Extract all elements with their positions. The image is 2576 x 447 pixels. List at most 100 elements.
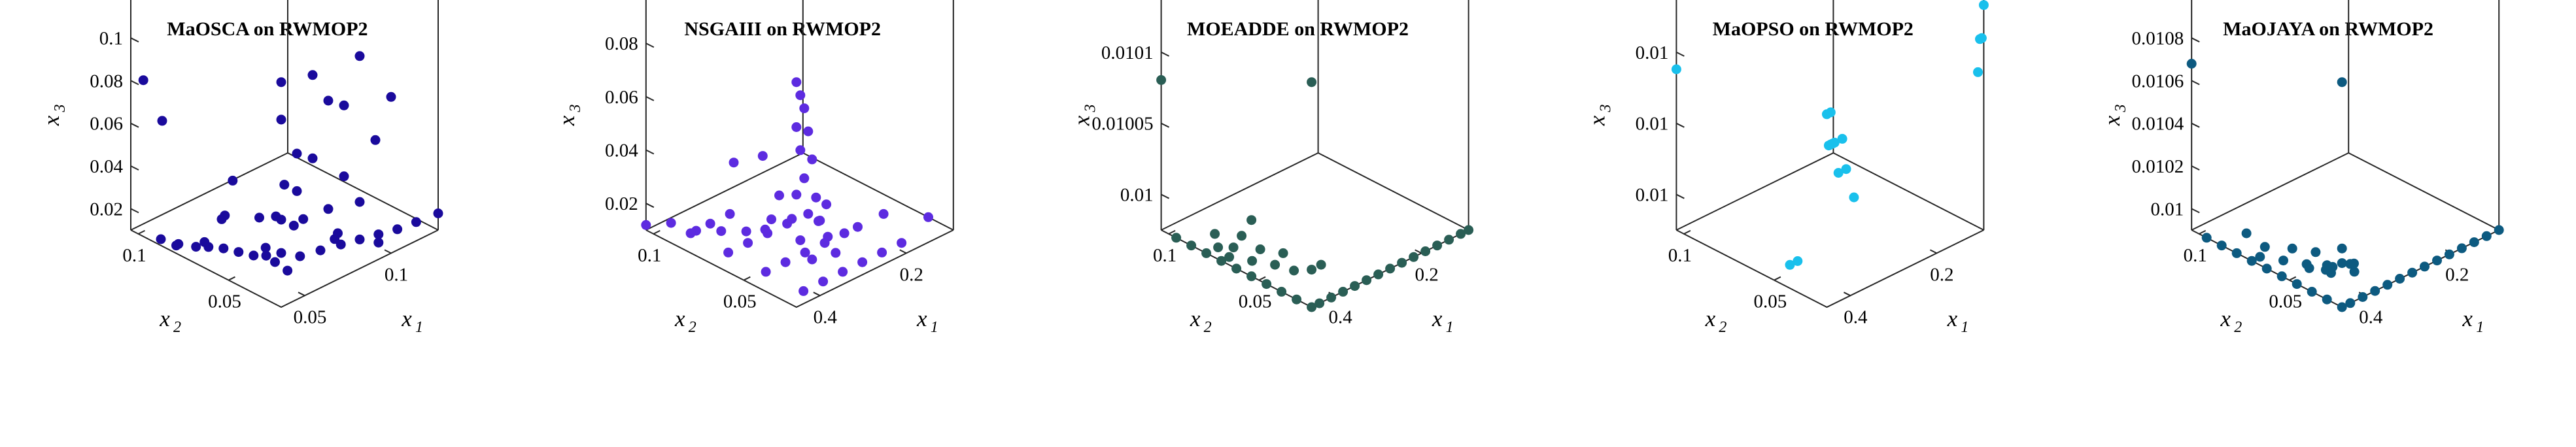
data-point: [1432, 240, 1443, 251]
data-point: [1307, 265, 1317, 275]
data-point: [271, 211, 281, 222]
y-axis-ticks: 0.05 0.1: [2184, 230, 2302, 312]
data-point: [1289, 265, 1299, 276]
z-tick-mark: [130, 122, 139, 128]
data-point: [2276, 271, 2287, 282]
z-tick-label: 0.1: [99, 28, 123, 49]
data-point: [1973, 67, 1983, 77]
data-point: [877, 247, 887, 257]
x2-axis-label-text: x: [1190, 306, 1201, 331]
data-point: [2444, 249, 2454, 259]
data-point: [799, 173, 810, 184]
x-tick-label: 0.2: [1930, 264, 1953, 285]
data-point: [2322, 294, 2332, 305]
z-tick-label: 0.01: [1636, 185, 1669, 206]
y-tick-label: 0.05: [1239, 291, 1272, 312]
z-tick-label: 0.04: [90, 156, 123, 177]
z-tick-label: 0.0102: [2131, 156, 2184, 177]
data-point: [2481, 231, 2492, 241]
data-point: [641, 220, 651, 230]
data-point: [2287, 243, 2297, 254]
y-tick-label: 0.05: [2269, 291, 2302, 312]
z-tick-mark: [130, 80, 139, 86]
data-point: [2259, 242, 2270, 252]
data-point: [803, 208, 814, 219]
z-axis-ticks: 0.01 0.01 0.01: [1636, 42, 1685, 206]
data-point: [2407, 267, 2418, 278]
y-tick-label: 0.05: [1754, 291, 1787, 312]
x3-axis-label: x3: [2099, 105, 2129, 127]
data-point: [2370, 286, 2380, 296]
subplot-5: MaOJAYA on RWMOP20.010.01020.01040.01060…: [2099, 0, 2504, 336]
x-axis-ticks: 0.4 0.2: [813, 249, 923, 327]
data-point: [780, 257, 791, 267]
subplot-title: MaOPSO on RWMOP2: [1713, 18, 1914, 40]
data-point: [2186, 59, 2197, 69]
data-point: [373, 229, 384, 240]
z-tick-label: 0.01: [1636, 114, 1669, 135]
x-axis-ticks: 0.4 0.2: [1843, 249, 1954, 327]
data-point: [725, 208, 735, 219]
data-point: [795, 145, 806, 156]
data-point: [2261, 263, 2272, 274]
floor-left-edge: [1675, 152, 1834, 231]
x1-axis-label-subscript: 1: [1446, 319, 1454, 336]
z-tick-mark: [2191, 122, 2200, 128]
axes-frame: [1160, 0, 1469, 308]
z-tick-mark: [645, 42, 655, 48]
data-point: [795, 235, 806, 246]
data-point: [2337, 243, 2347, 254]
data-point: [254, 212, 264, 223]
y-tick-mark: [653, 230, 661, 235]
data-point: [298, 214, 309, 224]
y-axis-ticks: 0.05 0.1: [1153, 230, 1272, 312]
data-point: [1825, 107, 1836, 118]
subplot-1: MaOSCA on RWMOP20.020.040.060.080.10.050…: [39, 0, 443, 336]
x-tick-label: 0.4: [1844, 306, 1868, 327]
data-point: [292, 148, 302, 159]
y-tick-mark: [138, 230, 145, 235]
data-point: [276, 248, 286, 258]
data-point: [191, 242, 201, 252]
data-point: [1975, 34, 1985, 44]
z-tick-label: 0.02: [90, 199, 123, 220]
y-tick-label: 0.1: [2184, 245, 2207, 266]
data-point: [1314, 298, 1325, 308]
y-tick-label: 0.1: [122, 245, 146, 266]
z-tick-label: 0.06: [90, 114, 123, 135]
data-point: [1246, 271, 1257, 282]
data-point: [1270, 259, 1280, 270]
x1-axis-label-text: x: [2462, 306, 2473, 331]
data-point: [2382, 280, 2393, 290]
data-point: [1247, 256, 1258, 266]
data-point: [1785, 259, 1795, 270]
data-point: [923, 212, 933, 222]
data-point: [2201, 233, 2212, 243]
x2-axis-label-subscript: 2: [2234, 319, 2242, 336]
data-point: [1827, 139, 1838, 149]
data-point: [2216, 240, 2227, 251]
data-point: [156, 234, 166, 244]
data-point: [1278, 248, 1288, 258]
data-point: [370, 135, 381, 145]
scatter-points: [1671, 0, 1989, 270]
data-point: [270, 257, 280, 267]
subplot-title: NSGAIII on RWMOP2: [684, 18, 881, 40]
x2-axis-label-subscript: 2: [173, 319, 181, 336]
z-tick-label: 0.0106: [2131, 71, 2184, 91]
data-point: [757, 151, 768, 161]
x2-axis-label-text: x: [1705, 306, 1716, 331]
z-tick-mark: [1161, 193, 1170, 199]
y-axis-ticks: 0.05 0.1: [638, 230, 757, 312]
data-point: [787, 214, 797, 224]
z-tick-label: 0.04: [605, 141, 638, 161]
x-tick-mark: [899, 249, 907, 254]
z-tick-mark: [1161, 122, 1170, 128]
data-point: [218, 243, 229, 254]
data-point: [897, 238, 907, 248]
data-point: [333, 228, 343, 239]
